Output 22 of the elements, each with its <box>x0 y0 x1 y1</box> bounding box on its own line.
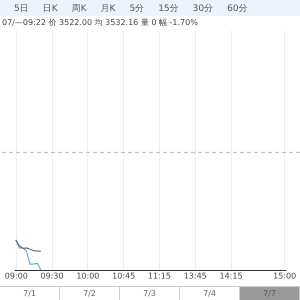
text: 7/4 <box>180 287 240 300</box>
text: 5日 <box>14 2 29 14</box>
text: 15分 <box>158 2 179 14</box>
text: 07/—09:22 价 3522.00 均 3532.16 量 0 幅 -1.70% <box>2 18 198 27</box>
x-tick-label: 15:00 <box>273 272 296 280</box>
text: 7/7 <box>240 287 300 300</box>
x-tick-label: 10:45 <box>112 272 136 280</box>
text: 周K <box>72 2 87 14</box>
x-tick-label: 11:15 <box>148 272 171 280</box>
x-tick-label: 09:00 <box>4 272 28 280</box>
text: 月K <box>100 2 116 14</box>
text: 30分 <box>192 2 214 14</box>
text: 日K <box>42 2 58 14</box>
x-tick-label: 13:45 <box>184 272 207 280</box>
text: 5分 <box>129 2 144 14</box>
x-tick-label: 10:00 <box>76 272 100 280</box>
text: 7/2 <box>60 287 120 300</box>
text: 7/3 <box>120 287 180 300</box>
x-tick-label: 09:30 <box>40 272 64 280</box>
text: 60分 <box>227 2 248 14</box>
text: 7/1 <box>0 287 60 300</box>
x-tick-label: 14:15 <box>219 272 243 280</box>
